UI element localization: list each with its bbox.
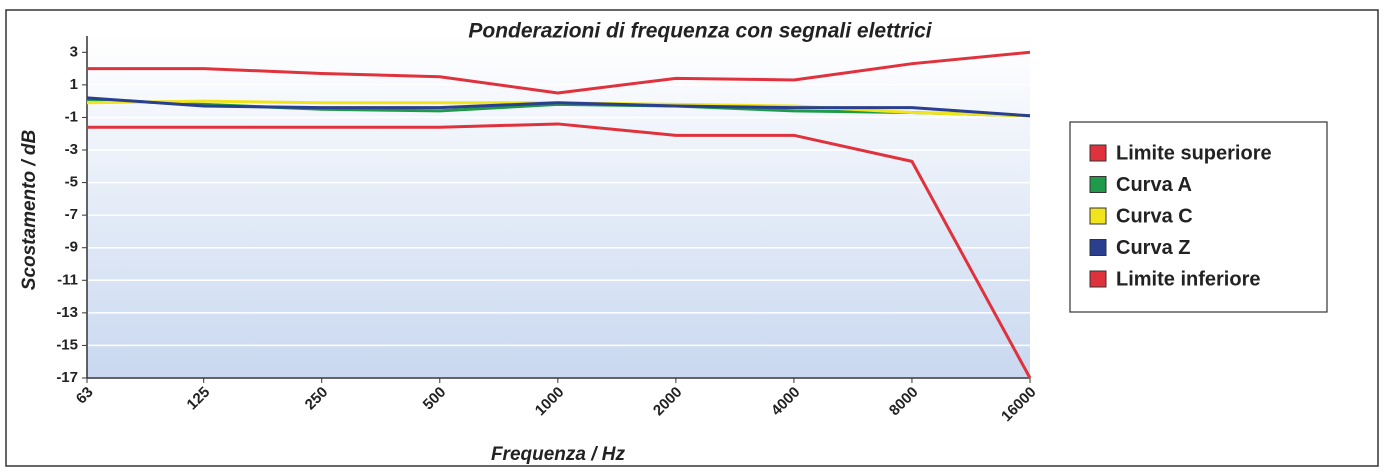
plot-area [87,36,1030,378]
legend-label: Curva A [1116,174,1192,196]
chart-title: Ponderazioni di frequenza con segnali el… [468,20,932,43]
y-tick-label: -17 [56,369,78,386]
y-tick-label: -1 [65,108,78,125]
legend-swatch [1089,207,1107,225]
y-tick-label: -3 [65,141,78,158]
legend-label: Limite superiore [1116,142,1272,164]
y-axis-label: Scostamento / dB [19,129,40,290]
legend-swatch [1089,270,1107,288]
x-tick-label: 4000 [768,384,804,420]
x-axis-label: Frequenza / Hz [491,444,626,465]
x-tick-label: 1000 [532,384,568,420]
legend-label: Curva Z [1116,237,1190,259]
legend [1069,121,1328,313]
x-tick-label: 8000 [886,384,922,420]
x-tick-label: 63 [73,384,97,408]
legend-label: Limite inferiore [1116,268,1260,290]
y-tick-label: -13 [56,304,78,321]
series-line [87,50,1031,95]
y-tick-label: -9 [65,239,78,256]
legend-swatch [1089,239,1107,256]
frame [5,9,1379,467]
legend-swatch [1089,176,1107,193]
legend-label: Curva C [1116,205,1193,227]
series-line [86,96,1031,118]
x-tick-label: 250 [302,384,332,414]
y-tick-label: 1 [70,76,78,93]
x-tick-label: 2000 [650,384,686,420]
series-line [87,122,1032,379]
y-tick-label: -11 [57,271,78,288]
x-tick-label: 16000 [998,384,1040,426]
x-tick-label: 500 [420,384,450,414]
y-tick-label: -15 [56,336,78,353]
legend-swatch [1089,144,1107,162]
y-tick-label: -7 [65,206,78,223]
y-tick-label: 3 [70,43,78,60]
y-tick-label: -5 [65,174,78,191]
x-tick-label: 125 [184,384,214,414]
